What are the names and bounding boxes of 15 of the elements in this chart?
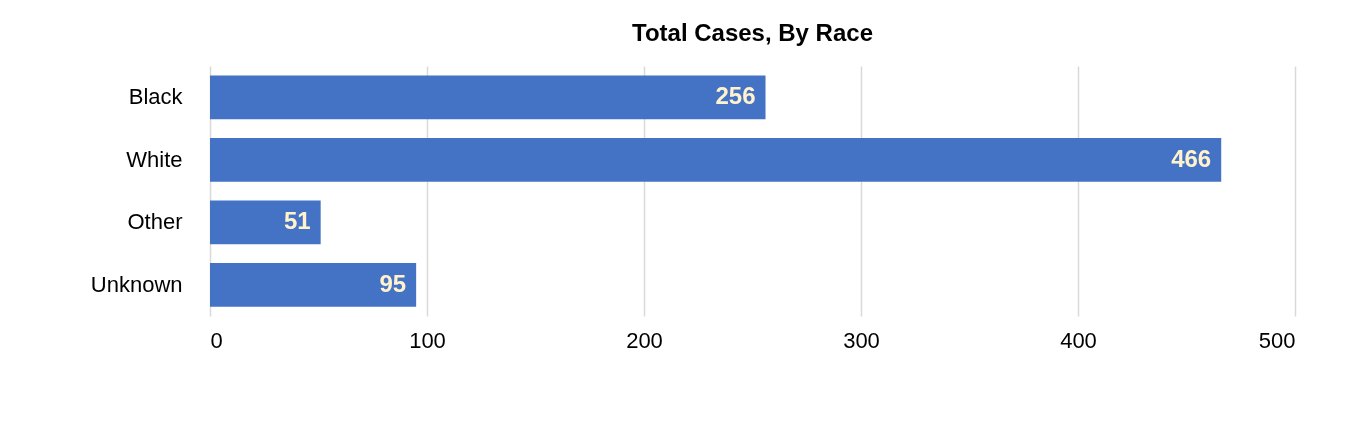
data-label: 256	[715, 82, 756, 110]
x-tick-label: 400	[1060, 327, 1097, 353]
y-tick-label: White	[126, 146, 183, 172]
x-tick-label: 100	[409, 327, 446, 353]
x-tick-label: 0	[210, 327, 223, 353]
data-label: 95	[379, 269, 407, 297]
x-tick-label: 200	[626, 327, 663, 353]
y-tick-label: Black	[128, 84, 184, 110]
data-label: 466	[1171, 144, 1212, 172]
y-tick-label: Other	[127, 209, 183, 235]
data-label: 51	[283, 207, 311, 235]
chart-title: Total Cases, By Race	[632, 19, 873, 46]
x-tick-label: 500	[1258, 327, 1296, 353]
y-tick-label: Unknown	[90, 271, 183, 297]
x-tick-label: 300	[843, 327, 880, 353]
